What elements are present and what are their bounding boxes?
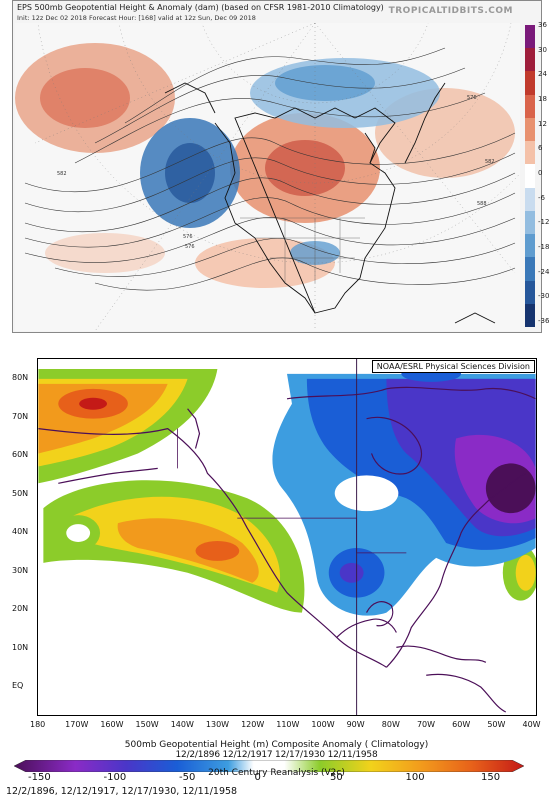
eps-colorbar bbox=[525, 25, 535, 328]
colorbar-tick-label: -150 bbox=[28, 772, 51, 783]
latitude-label: 30N bbox=[12, 565, 29, 575]
reanalysis-label: 20th Century Reanalysis (V2c) bbox=[208, 768, 345, 778]
composite-dates-overlay: 12/2/1896 12/12/1917 12/17/1930 12/11/19… bbox=[175, 750, 378, 760]
contour-label: 588 bbox=[477, 201, 487, 207]
colorbar-segment bbox=[525, 280, 535, 305]
contour-label: 576 bbox=[467, 95, 477, 101]
colorbar-tick-label: -30 bbox=[538, 292, 550, 301]
colorbar-tick-label: 30 bbox=[538, 45, 547, 54]
colorbar-segment bbox=[525, 210, 535, 235]
colorbar-segment bbox=[525, 187, 535, 212]
contour-label: 582 bbox=[57, 171, 67, 177]
latitude-label: 10N bbox=[12, 642, 29, 652]
colorbar-segment bbox=[525, 25, 535, 49]
latitude-label: 70N bbox=[12, 411, 29, 421]
composite-anomaly-panel: 80N 70N 60N 50N 40N 30N 20N 10N EQ bbox=[0, 348, 553, 800]
longitude-label: 170W bbox=[65, 720, 89, 729]
colorbar-tick-label: 12 bbox=[538, 119, 547, 128]
latitude-label: 50N bbox=[12, 488, 29, 498]
colorbar-tick-label: 0 bbox=[538, 168, 543, 177]
latitude-label: 60N bbox=[12, 450, 29, 459]
colorbar-segment bbox=[525, 71, 535, 96]
latitude-label: EQ bbox=[12, 681, 24, 690]
longitude-label: 160W bbox=[100, 720, 124, 729]
eps-header: EPS 500mb Geopotential Height & Anomaly … bbox=[17, 3, 384, 23]
noaa-label: NOAA/ESRL Physical Sciences Division bbox=[371, 360, 535, 373]
eps-forecast-panel: EPS 500mb Geopotential Height & Anomaly … bbox=[12, 0, 549, 333]
colorbar-segment bbox=[525, 303, 535, 328]
colorbar-tick-label: 18 bbox=[538, 94, 547, 103]
longitude-label: 110W bbox=[276, 720, 300, 729]
colorbar-tick-label: 36 bbox=[538, 21, 547, 29]
colorbar-segment bbox=[525, 141, 535, 165]
colorbar-tick-label: 150 bbox=[481, 772, 501, 783]
colorbar-tick-label: 0 bbox=[254, 772, 261, 783]
colorbar-tick-label: 24 bbox=[538, 70, 547, 79]
colorbar-tick-label: -36 bbox=[538, 316, 550, 325]
colorbar-tick-label: 6 bbox=[538, 144, 543, 153]
composite-anomaly-map bbox=[37, 358, 537, 716]
composite-colorbar bbox=[14, 760, 524, 772]
colorbar-segment bbox=[525, 48, 535, 72]
eps-anomaly-map: 582 576 576 588 582 576 bbox=[15, 23, 520, 331]
longitude-label: 50W bbox=[487, 720, 506, 729]
colorbar-segment bbox=[525, 94, 535, 119]
latitude-label: 20N bbox=[12, 604, 29, 613]
longitude-label: 60W bbox=[452, 720, 471, 729]
colorbar-tick-label: 100 bbox=[405, 772, 425, 783]
colorbar-tick-label: -24 bbox=[538, 267, 550, 276]
longitude-label: 180 bbox=[30, 720, 46, 729]
eps-subtitle: Init: 12z Dec 02 2018 Forecast Hour: [16… bbox=[17, 14, 256, 22]
eps-title: EPS 500mb Geopotential Height & Anomaly … bbox=[17, 3, 384, 12]
colorbar-segment bbox=[525, 117, 535, 142]
colorbar-segment bbox=[525, 164, 535, 189]
longitude-label: 80W bbox=[381, 720, 400, 729]
colorbar-tick-label: -12 bbox=[538, 218, 550, 227]
footer-dates: 12/2/1896, 12/12/1917, 12/17/1930, 12/11… bbox=[6, 786, 238, 797]
colorbar-segment bbox=[525, 257, 535, 282]
colorbar-tick-label: -18 bbox=[538, 242, 550, 251]
contour-label: 582 bbox=[485, 159, 495, 165]
colorbar-tick-label: -50 bbox=[179, 772, 196, 783]
longitude-label: 90W bbox=[346, 720, 365, 729]
longitude-label: 70W bbox=[416, 720, 436, 729]
contour-label: 576 bbox=[183, 234, 193, 240]
longitude-label: 140W bbox=[170, 720, 194, 729]
longitude-label: 40W bbox=[522, 720, 541, 729]
longitude-label: 120W bbox=[241, 720, 265, 729]
contour-label: 576 bbox=[185, 244, 195, 250]
latitude-label: 80N bbox=[12, 373, 29, 382]
colorbar-tick-label: -6 bbox=[538, 193, 545, 202]
eps-brand: TROPICALTIDBITS.COM bbox=[388, 6, 513, 16]
longitude-label: 150W bbox=[135, 720, 159, 729]
colorbar-tick-label: 50 bbox=[330, 772, 343, 783]
longitude-label: 130W bbox=[205, 720, 230, 729]
longitude-label: 100W bbox=[311, 720, 335, 729]
colorbar-tick-label: -100 bbox=[103, 772, 127, 783]
latitude-label: 40N bbox=[12, 527, 29, 536]
colorbar-segment bbox=[525, 234, 535, 258]
composite-title: 500mb Geopotential Height (m) Composite … bbox=[124, 740, 429, 750]
